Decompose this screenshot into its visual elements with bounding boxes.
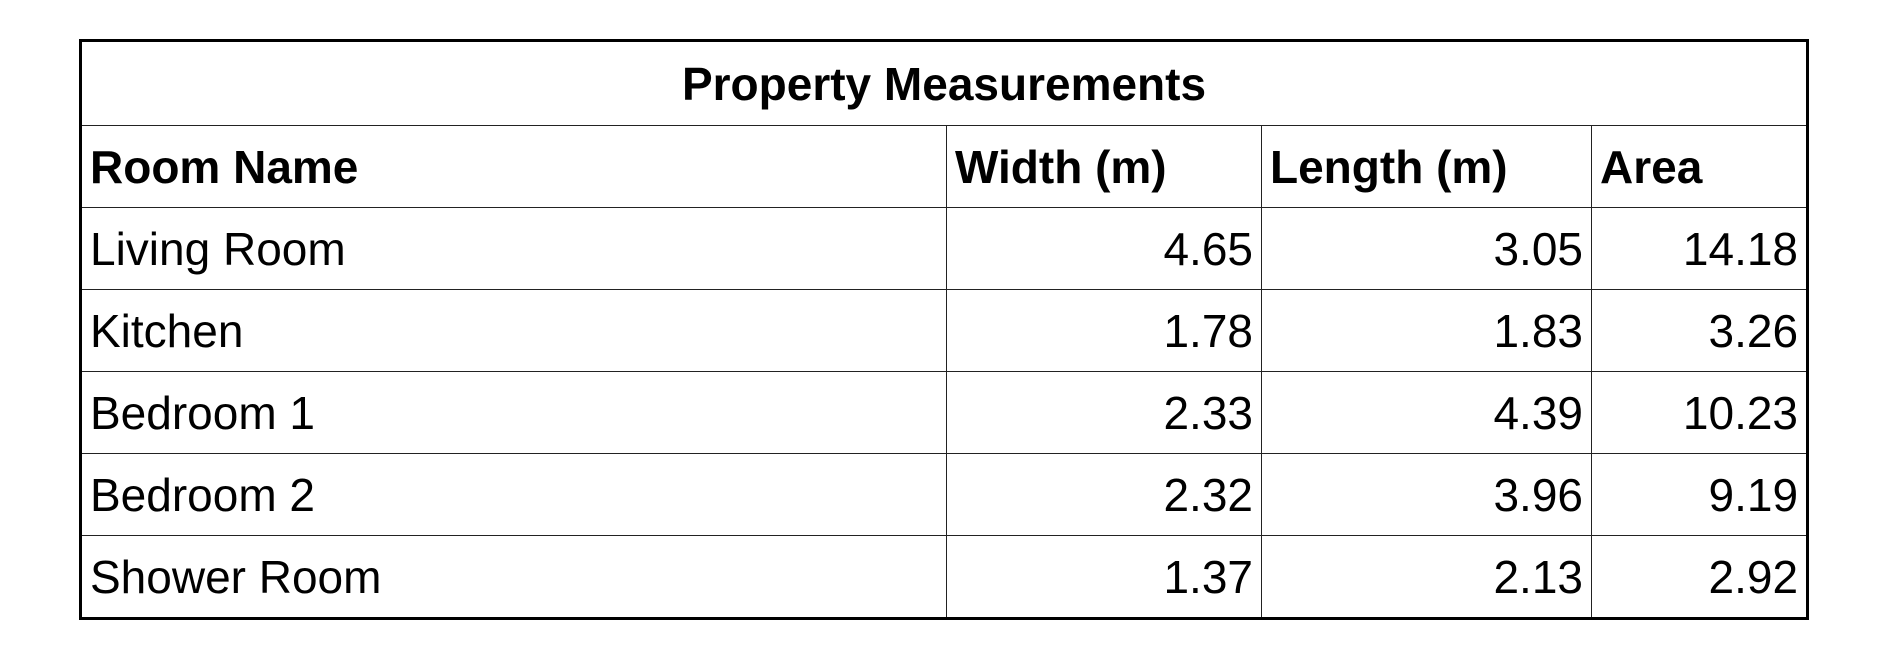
column-header: Area xyxy=(1590,125,1809,208)
room-name: Shower Room xyxy=(80,535,947,619)
room-name: Kitchen xyxy=(80,289,947,372)
measurement-cell: 3.96 xyxy=(1261,453,1592,536)
title-row: Property Measurements xyxy=(79,40,1809,126)
measurement-cell: 4.39 xyxy=(1261,371,1592,454)
measurement-cell: 2.13 xyxy=(1261,535,1592,619)
column-header: Room Name xyxy=(80,125,947,208)
column-header: Width (m) xyxy=(946,125,1262,208)
measurement-cell: 1.37 xyxy=(946,535,1262,619)
table-row: Bedroom 2 2.32 3.96 9.19 xyxy=(80,453,1809,536)
measurement-cell: 10.23 xyxy=(1590,371,1809,454)
table-row: Shower Room 1.37 2.13 2.92 xyxy=(80,535,1809,619)
room-name: Living Room xyxy=(80,207,947,290)
header-row: Room Name Width (m) Length (m) Area xyxy=(80,125,1809,208)
measurement-cell: 14.18 xyxy=(1590,207,1809,290)
measurements-table: Property Measurements Room Name Width (m)… xyxy=(79,39,1810,620)
table-body: Living Room 4.65 3.05 14.18 Kitchen 1.78 1.83 3… xyxy=(80,207,1809,619)
table-row: Bedroom 1 2.33 4.39 10.23 xyxy=(80,371,1809,454)
measurement-cell: 2.33 xyxy=(946,371,1262,454)
column-header: Length (m) xyxy=(1261,125,1592,208)
measurement-cell: 4.65 xyxy=(946,207,1262,290)
table-row: Kitchen 1.78 1.83 3.26 xyxy=(80,289,1809,372)
measurement-cell: 9.19 xyxy=(1590,453,1809,536)
room-name: Bedroom 1 xyxy=(80,371,947,454)
room-name: Bedroom 2 xyxy=(80,453,947,536)
table-row: Living Room 4.65 3.05 14.18 xyxy=(80,207,1809,290)
measurement-cell: 3.26 xyxy=(1590,289,1809,372)
measurement-cell: 1.83 xyxy=(1261,289,1592,372)
measurement-cell: 1.78 xyxy=(946,289,1262,372)
measurement-cell: 2.32 xyxy=(946,453,1262,536)
table-title: Property Measurements xyxy=(79,40,1809,126)
measurement-cell: 3.05 xyxy=(1261,207,1592,290)
measurement-cell: 2.92 xyxy=(1590,535,1809,619)
